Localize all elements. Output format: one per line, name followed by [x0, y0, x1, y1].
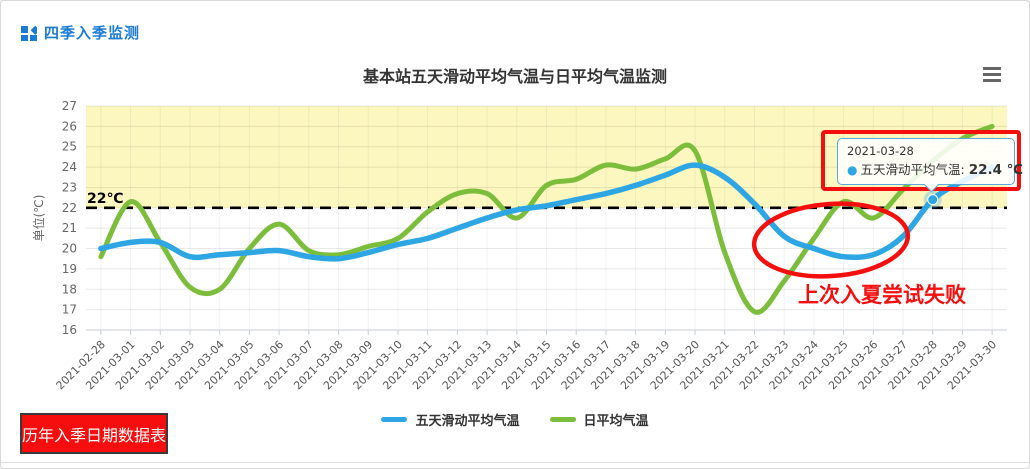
svg-text:27: 27: [62, 99, 77, 113]
legend-swatch-green: [549, 417, 576, 422]
series-bullet-icon: ●: [847, 163, 858, 178]
legend-item-moving-average[interactable]: 五天滑动平均气温: [381, 410, 520, 429]
tooltip-series-label: 五天滑动平均气温:: [860, 162, 965, 178]
chart-tooltip: 2021-03-28 ● 五天滑动平均气温: 22.4 ℃: [837, 138, 1023, 193]
svg-text:24: 24: [62, 160, 77, 174]
threshold-label: 22℃: [87, 191, 123, 207]
historical-season-dates-button[interactable]: 历年入季日期数据表: [20, 413, 168, 454]
legend-item-daily-average[interactable]: 日平均气温: [549, 410, 649, 429]
svg-text:23: 23: [62, 180, 77, 194]
grid-squares-icon: [21, 25, 37, 41]
failed-attempt-annotation: 上次入夏尝试失败: [798, 283, 966, 307]
chart-legend: 五天滑动平均气温 日平均气温: [1, 410, 1029, 429]
svg-text:20: 20: [62, 242, 77, 256]
svg-text:25: 25: [62, 140, 77, 154]
svg-text:16: 16: [62, 323, 77, 337]
chart-title: 基本站五天滑动平均气温与日平均气温监测: [362, 67, 667, 86]
app-header: 四季入季监测: [21, 22, 140, 43]
svg-text:17: 17: [62, 303, 77, 317]
x-axis-labels: 2021-02-282021-03-012021-03-022021-03-03…: [54, 338, 1000, 392]
tooltip-date: 2021-03-28: [847, 144, 914, 158]
y-axis-labels: 16 17 18 19 20 21 22 23 24 25 26 27: [62, 99, 77, 337]
y-axis-title: 单位(℃): [31, 195, 46, 242]
panel-bottom-divider: [1, 462, 1029, 463]
svg-text:26: 26: [62, 119, 77, 133]
page-title: 四季入季监测: [44, 24, 141, 42]
legend-swatch-blue: [381, 417, 408, 422]
tooltip-value: 22.4 ℃: [968, 162, 1024, 179]
failed-attempt-ellipse: [751, 201, 911, 279]
legend-label: 日平均气温: [583, 414, 649, 429]
tooltip-series-row: ● 五天滑动平均气温: 22.4 ℃: [847, 160, 1023, 180]
svg-text:21: 21: [62, 221, 77, 235]
svg-text:22: 22: [62, 201, 77, 215]
legend-label: 五天滑动平均气温: [415, 414, 520, 429]
chart-context-menu-icon[interactable]: [983, 67, 1001, 85]
x-gridlines: [100, 106, 993, 335]
tooltip-highlight-rect: [821, 130, 1021, 191]
hover-point: [927, 194, 939, 206]
series-line-moving-average: [98, 162, 995, 262]
svg-text:18: 18: [62, 282, 77, 296]
svg-text:19: 19: [62, 262, 77, 276]
